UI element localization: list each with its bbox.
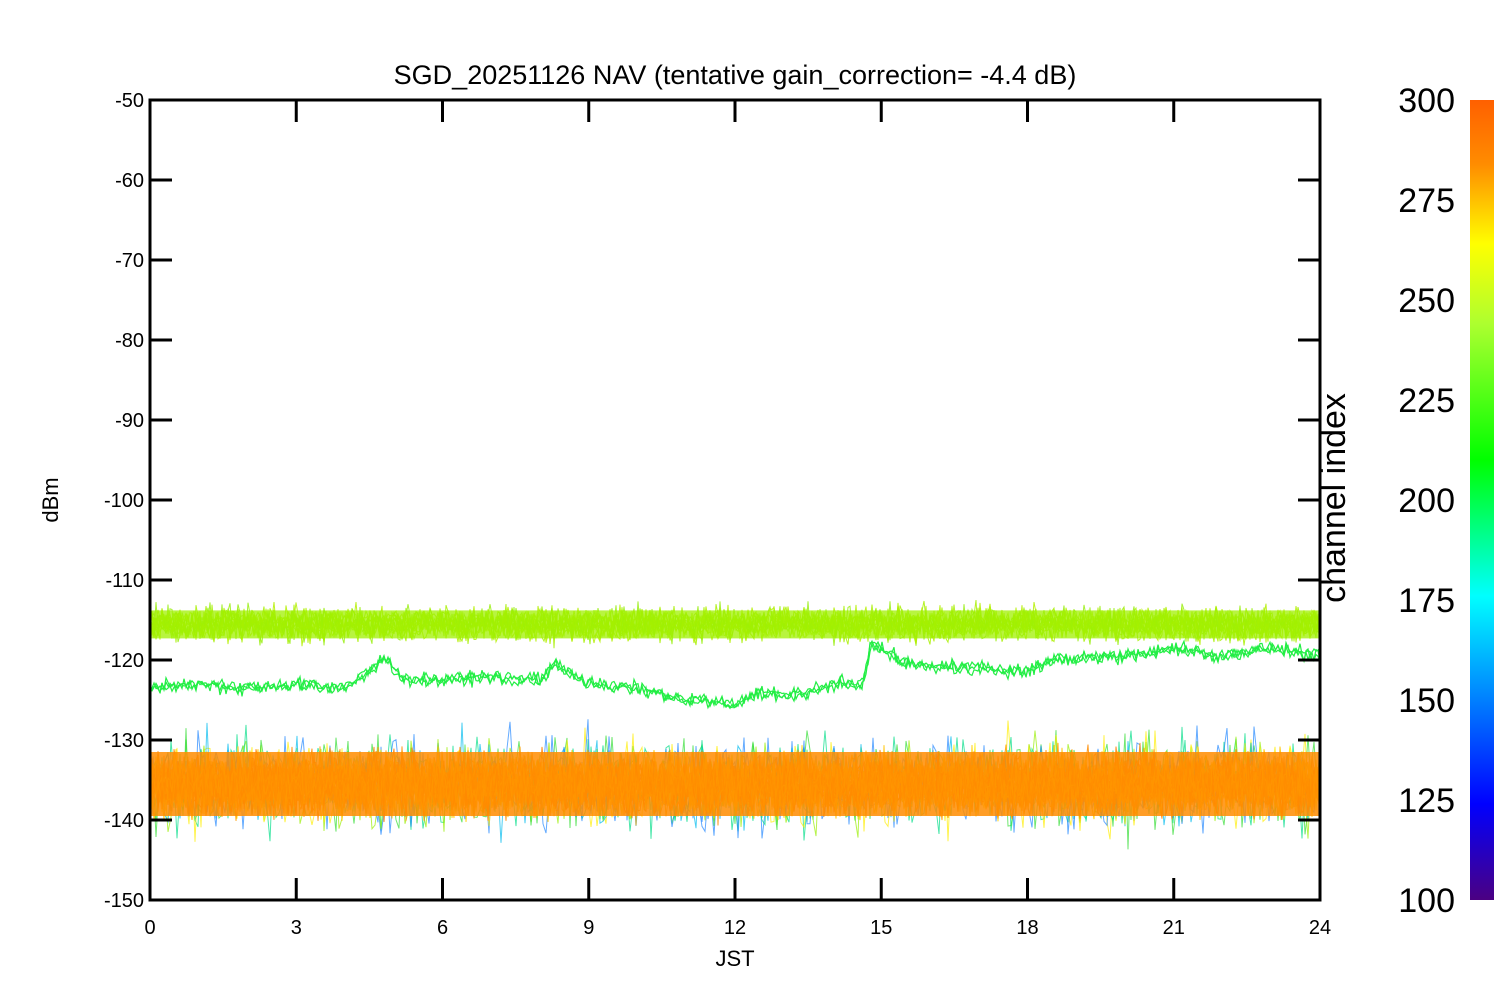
y-tick-label: -110 xyxy=(105,570,144,592)
x-tick-label: 9 xyxy=(583,917,594,939)
x-tick-label: 18 xyxy=(1016,917,1038,939)
colorbar-tick-label: 250 xyxy=(1398,282,1455,320)
y-tick-label: -150 xyxy=(104,890,144,912)
colorbar-tick-label: 175 xyxy=(1398,582,1455,620)
y-axis-label: dBm xyxy=(38,477,63,522)
series-trace xyxy=(150,639,1320,710)
colorbar-tick-label: 100 xyxy=(1398,882,1455,920)
y-tick-label: -60 xyxy=(115,170,144,192)
y-tick-label: -140 xyxy=(104,810,144,832)
x-tick-label: 15 xyxy=(870,917,892,939)
x-axis: 0 3 6 9 12 15 18 21 24 xyxy=(144,100,1331,939)
series-floor-core xyxy=(150,752,1320,816)
x-tick-label: 24 xyxy=(1309,917,1331,939)
y-tick-label: -120 xyxy=(104,650,144,672)
series-upper-core xyxy=(150,610,1320,639)
y-tick-label: -80 xyxy=(115,330,144,352)
y-tick-label: -130 xyxy=(104,730,144,752)
y-tick-label: -70 xyxy=(115,250,144,272)
colorbar-tick-label: 300 xyxy=(1398,82,1455,120)
x-tick-label: 12 xyxy=(724,917,746,939)
y-axis: -50 -60 -70 -80 -90 -100 -110 -120 -130 -140 -150 xyxy=(104,90,1320,912)
y-tick-label: -50 xyxy=(115,90,144,112)
colorbar-tick-label: 150 xyxy=(1398,682,1455,720)
x-tick-label: 21 xyxy=(1163,917,1185,939)
chart-title: SGD_20251126 NAV (tentative gain_correct… xyxy=(394,60,1077,90)
colorbar-tick-label: 225 xyxy=(1398,382,1455,420)
y-tick-label: -90 xyxy=(115,410,144,432)
data-layer xyxy=(150,599,1320,850)
colorbar-tick-label: 275 xyxy=(1398,182,1455,220)
colorbar xyxy=(1470,100,1494,900)
colorbar-ticks: 300 275 250 225 200 175 150 125 100 xyxy=(1398,82,1455,920)
x-tick-label: 3 xyxy=(291,917,302,939)
y-tick-label: -100 xyxy=(104,490,144,512)
colorbar-label: channel index xyxy=(1315,393,1353,603)
x-axis-label: JST xyxy=(715,946,754,971)
x-tick-label: 6 xyxy=(437,917,448,939)
x-tick-label: 0 xyxy=(144,917,155,939)
colorbar-tick-label: 125 xyxy=(1398,782,1455,820)
colorbar-tick-label: 200 xyxy=(1398,482,1455,520)
